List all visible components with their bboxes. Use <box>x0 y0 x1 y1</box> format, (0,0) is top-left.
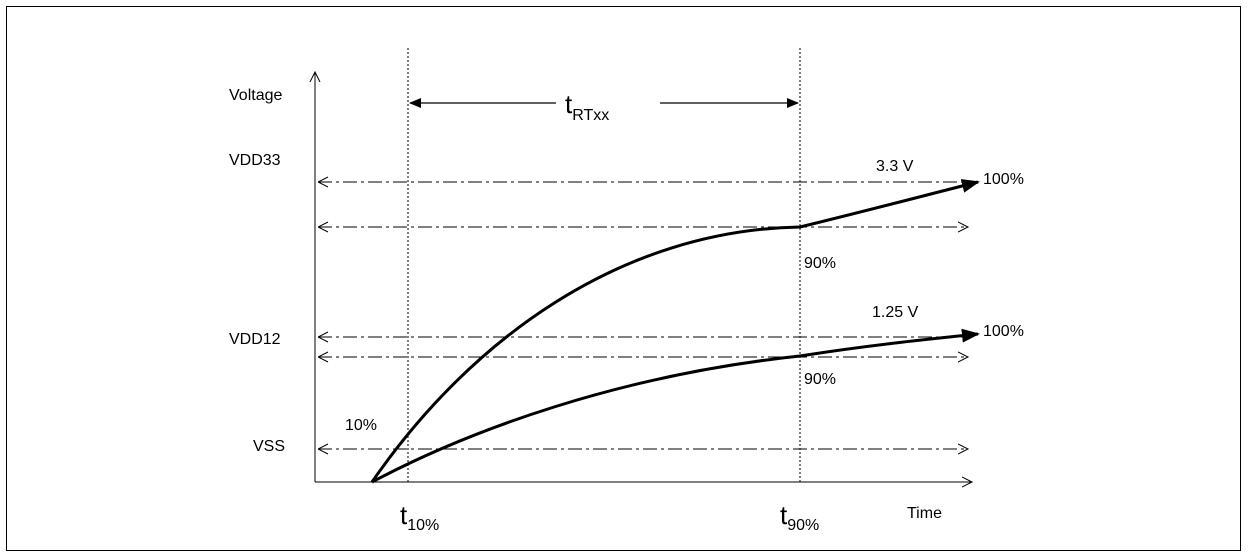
t90-label: t90% <box>780 500 819 534</box>
pct90-top-label: 90% <box>804 255 836 272</box>
diagram-frame <box>6 6 1241 551</box>
voltage-1v25-label: 1.25 V <box>872 304 919 321</box>
level-label-vdd33: VDD33 <box>229 152 281 169</box>
pct90-bottom-label: 90% <box>804 371 836 388</box>
vdd12-rise-curve <box>371 328 980 484</box>
pct10-label: 10% <box>345 417 377 434</box>
vdd33-rise-curve <box>370 179 980 483</box>
x-axis-label: Time <box>907 505 942 522</box>
y-axis-label: Voltage <box>229 87 282 104</box>
rise-time-label: tRTxx <box>565 89 609 124</box>
voltage-3v3-label: 3.3 V <box>876 158 914 175</box>
level-label-vdd12: VDD12 <box>229 331 281 348</box>
pct100-bottom-label: 100% <box>983 323 1024 340</box>
pct100-top-label: 100% <box>983 171 1024 188</box>
level-label-vss: VSS <box>253 438 285 455</box>
t10-label: t10% <box>400 500 439 534</box>
